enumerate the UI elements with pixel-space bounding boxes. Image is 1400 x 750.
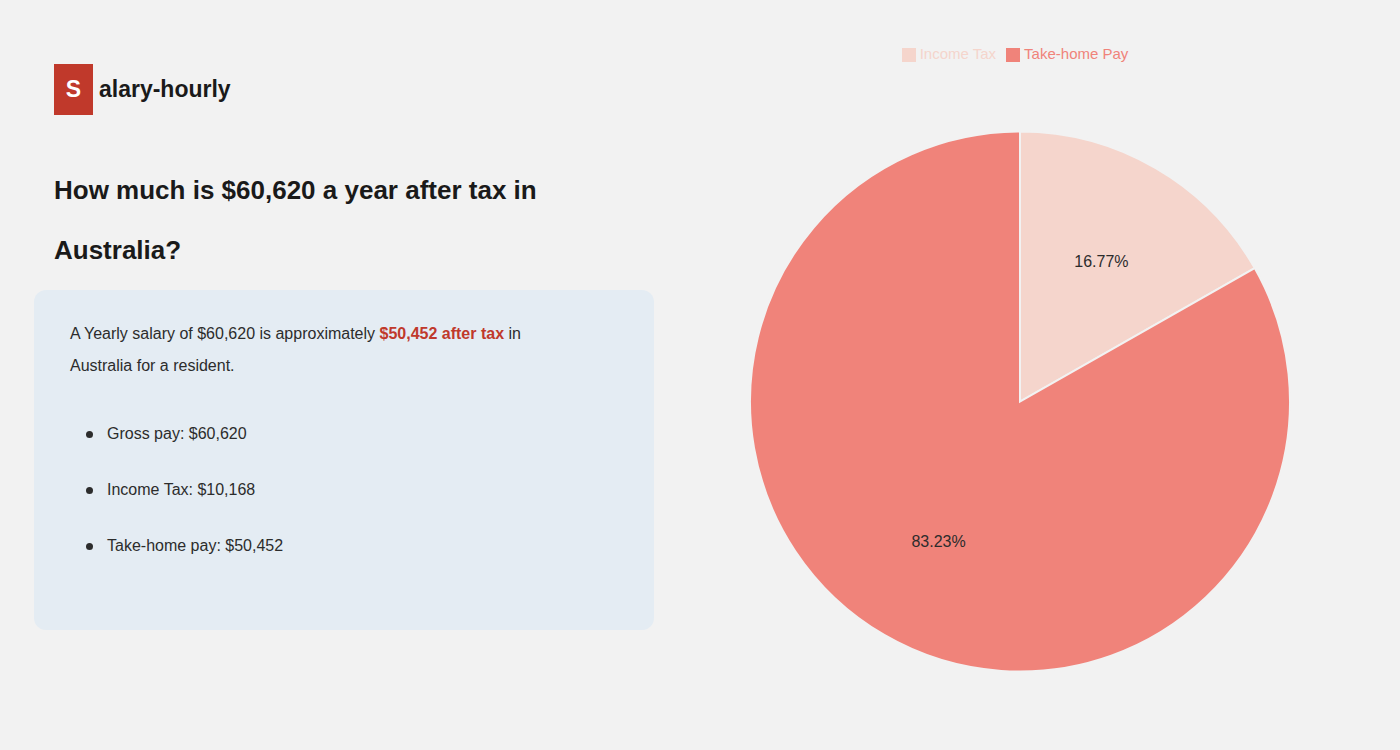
- html-text:Gross pay: $60,620: Gross pay: $60,620: [107, 425, 247, 442]
- svg-text:16.77%: 16.77%: [1074, 253, 1128, 270]
- html-text:alary-hourly: alary-hourly: [99, 76, 231, 102]
- html-text:Australia?: Australia?: [54, 235, 182, 265]
- html-text:Take-home pay: $50,452: Take-home pay: $50,452: [107, 537, 284, 554]
- html-text:Income Tax: Income Tax: [919, 45, 997, 62]
- html-text:Take-home Pay: Take-home Pay: [1024, 45, 1129, 62]
- html-text:How much is $60,620 a year aft: How much is $60,620 a year after tax in: [54, 175, 537, 205]
- html-text:A Yearly salary of $60,620 is: A Yearly salary of $60,620 is approximat…: [70, 325, 521, 342]
- html-text:Australia for a resident.: Australia for a resident.: [70, 357, 235, 374]
- html-text:Income Tax: $10,168: Income Tax: $10,168: [107, 481, 256, 498]
- html-text:S: S: [65, 76, 82, 102]
- svg-text:83.23%: 83.23%: [911, 533, 965, 550]
